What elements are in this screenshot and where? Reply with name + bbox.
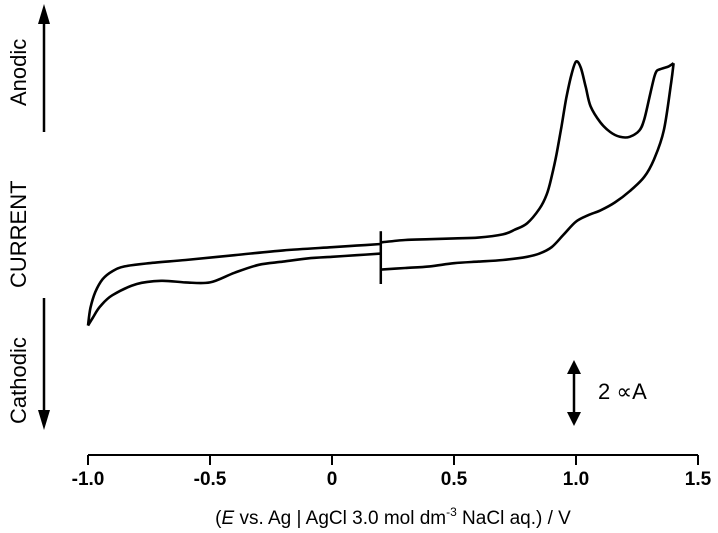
scale-bar-label: 2 ∝A xyxy=(598,379,647,404)
x-tick-label: 0 xyxy=(327,469,338,490)
scale-bar-bottom-head xyxy=(567,412,581,426)
x-tick-label: -1.0 xyxy=(72,469,105,490)
cv-segment-1 xyxy=(380,60,675,244)
x-axis-ticks: -1.0 -0.5 0 0.5 1.0 1.5 xyxy=(72,455,712,490)
y-arrow-down-head xyxy=(38,410,50,430)
cv-segment-4 xyxy=(86,242,381,326)
cv-segment-3 xyxy=(86,252,381,327)
x-axis-title: (E vs. Ag | AgCl 3.0 mol dm-3 NaCl aq.) … xyxy=(215,505,571,529)
x-tick-label: 0.5 xyxy=(441,469,468,490)
anodic-label: Anodic xyxy=(6,39,31,106)
x-tick-label: 1.5 xyxy=(685,469,712,490)
scale-bar-top-head xyxy=(567,360,581,374)
x-tick-label: -0.5 xyxy=(194,469,227,490)
x-tick-label: 1.0 xyxy=(563,469,589,490)
voltammogram-curves xyxy=(86,60,675,327)
cv-segment-2 xyxy=(380,63,675,271)
y-arrow-up-head xyxy=(38,4,50,24)
cathodic-label: Cathodic xyxy=(6,337,31,424)
y-axis-title: CURRENT xyxy=(6,180,31,288)
